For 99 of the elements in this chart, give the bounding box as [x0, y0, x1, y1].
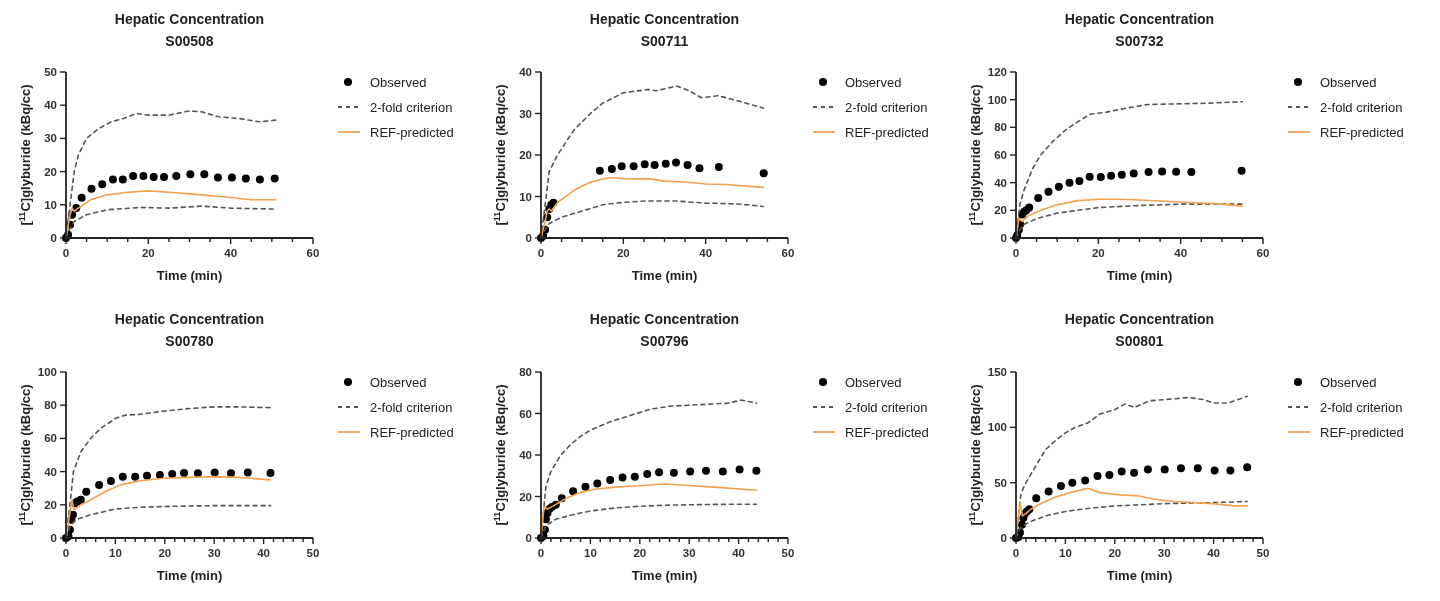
x-tick-label: 20 — [158, 547, 172, 559]
legend-label: Observed — [370, 74, 427, 90]
x-tick-label: 60 — [781, 247, 795, 259]
chart-subtitle: S00711 — [640, 33, 689, 49]
x-tick-label: 40 — [1207, 547, 1220, 559]
legend-label: REF-predicted — [1320, 424, 1404, 440]
x-tick-label: 30 — [207, 547, 221, 559]
x-axis-title: Time (min) — [631, 268, 698, 283]
chart-title: Hepatic Concentration — [114, 311, 265, 327]
x-tick-label: 60 — [306, 247, 320, 259]
x-tick-label: 10 — [109, 547, 122, 559]
x-axis-title: Time (min) — [1106, 268, 1173, 283]
legend-label: 2-fold criterion — [845, 99, 928, 115]
y-tick-label: 60 — [519, 407, 532, 420]
y-tick-label: 50 — [994, 476, 1007, 489]
chart-subtitle: S00801 — [1115, 333, 1164, 349]
x-tick-label: 0 — [1012, 547, 1020, 559]
x-tick-label: 0 — [537, 547, 545, 559]
x-tick-label: 60 — [1256, 247, 1270, 259]
x-tick-label: 50 — [306, 547, 320, 559]
x-tick-label: 40 — [699, 247, 713, 259]
y-tick-label: 120 — [987, 66, 1007, 78]
y-tick-label: 0 — [50, 232, 57, 244]
chart-subtitle: S00780 — [165, 333, 214, 349]
y-tick-label: 20 — [44, 498, 57, 511]
y-tick-label: 20 — [519, 490, 532, 503]
legend-label: 2-fold criterion — [370, 399, 453, 415]
y-tick-label: 0 — [1000, 232, 1007, 244]
y-tick-label: 40 — [44, 465, 57, 478]
x-tick-label: 40 — [732, 547, 745, 559]
y-tick-label: 0 — [525, 532, 532, 544]
y-tick-label: 150 — [987, 366, 1007, 378]
y-tick-label: 40 — [44, 99, 57, 112]
x-tick-label: 10 — [584, 547, 597, 559]
x-tick-label: 20 — [1091, 247, 1105, 259]
chart-subtitle: S00732 — [1115, 33, 1164, 49]
y-tick-label: 0 — [1000, 532, 1007, 544]
x-tick-label: 50 — [1256, 547, 1270, 559]
x-tick-label: 40 — [1174, 247, 1188, 259]
chart-title: Hepatic Concentration — [114, 11, 265, 27]
y-tick-label: 10 — [519, 190, 532, 203]
legend-label: Observed — [845, 74, 902, 90]
y-tick-label: 100 — [987, 93, 1007, 106]
y-tick-label: 0 — [50, 532, 57, 544]
chart-title: Hepatic Concentration — [1064, 11, 1215, 27]
x-tick-label: 10 — [1059, 547, 1072, 559]
y-tick-label: 0 — [525, 232, 532, 244]
x-tick-label: 0 — [537, 247, 545, 259]
legend-label: REF-predicted — [370, 424, 454, 440]
legend-label: REF-predicted — [1320, 124, 1404, 140]
legend-label: Observed — [845, 374, 902, 390]
y-tick-label: 60 — [44, 432, 57, 445]
y-tick-label: 80 — [994, 121, 1007, 134]
chart-subtitle: S00508 — [165, 33, 214, 49]
y-tick-label: 30 — [44, 132, 57, 145]
y-tick-label: 10 — [44, 198, 57, 211]
x-tick-label: 30 — [1157, 547, 1171, 559]
y-tick-label: 60 — [994, 149, 1007, 161]
chart-title: Hepatic Concentration — [589, 311, 740, 327]
chart-title: Hepatic Concentration — [1064, 311, 1215, 327]
y-tick-label: 40 — [994, 176, 1007, 189]
x-tick-label: 20 — [633, 547, 647, 559]
y-tick-label: 20 — [994, 204, 1007, 217]
y-tick-label: 40 — [519, 66, 532, 78]
chart-title: Hepatic Concentration — [589, 11, 740, 27]
legend-label: REF-predicted — [845, 124, 929, 140]
legend-label: 2-fold criterion — [845, 399, 928, 415]
x-tick-label: 40 — [257, 547, 270, 559]
x-tick-label: 0 — [62, 547, 70, 559]
legend-label: Observed — [1320, 74, 1377, 90]
legend-label: REF-predicted — [370, 124, 454, 140]
x-tick-label: 0 — [62, 247, 70, 259]
y-tick-label: 40 — [519, 449, 532, 461]
x-tick-label: 40 — [224, 247, 238, 259]
y-tick-label: 20 — [44, 165, 57, 178]
x-axis-title: Time (min) — [156, 268, 223, 283]
y-tick-label: 50 — [44, 66, 57, 78]
x-axis-title: Time (min) — [631, 568, 698, 583]
y-tick-label: 30 — [519, 107, 532, 120]
y-tick-label: 100 — [37, 366, 57, 378]
x-tick-label: 20 — [1108, 547, 1122, 559]
x-tick-label: 20 — [141, 247, 155, 259]
x-tick-label: 50 — [781, 547, 795, 559]
x-tick-label: 0 — [1012, 247, 1020, 259]
x-tick-label: 30 — [682, 547, 696, 559]
legend-label: 2-fold criterion — [1320, 399, 1403, 415]
y-tick-label: 20 — [519, 149, 532, 161]
legend-label: 2-fold criterion — [1320, 99, 1403, 115]
x-tick-label: 20 — [616, 247, 630, 259]
legend-label: Observed — [370, 374, 427, 390]
y-tick-label: 100 — [987, 421, 1007, 434]
y-tick-label: 80 — [44, 399, 57, 412]
legend-label: 2-fold criterion — [370, 99, 453, 115]
legend-label: Observed — [1320, 374, 1377, 390]
chart-subtitle: S00796 — [640, 333, 689, 349]
legend-label: REF-predicted — [845, 424, 929, 440]
x-axis-title: Time (min) — [1106, 568, 1173, 583]
y-tick-label: 80 — [519, 366, 532, 378]
x-axis-title: Time (min) — [156, 568, 223, 583]
